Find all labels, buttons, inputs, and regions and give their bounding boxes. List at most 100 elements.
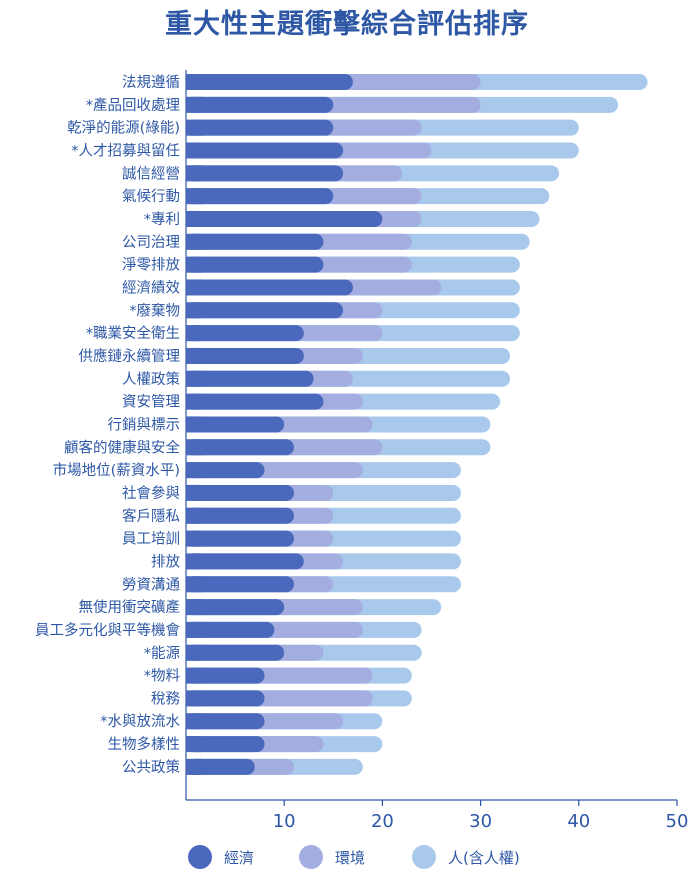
bar-segment-economy [186, 279, 353, 296]
bar-segment-economy [186, 576, 295, 593]
category-label: 顧客的健康與安全 [64, 438, 180, 456]
bar-segment-economy [186, 302, 344, 319]
bar-segment-edge [186, 325, 202, 342]
bar-segment-edge [186, 667, 202, 684]
bar-segment-economy [186, 119, 334, 136]
bar-segment-economy [186, 142, 344, 159]
bar-segment-economy [186, 553, 304, 570]
category-label: 公共政策 [122, 759, 180, 776]
category-label: 稅務 [151, 690, 180, 707]
category-label: 供應鏈永續管理 [79, 347, 181, 365]
x-tick-label: 10 [273, 811, 296, 832]
category-label: *廢棄物 [129, 301, 180, 319]
category-label: 排放 [151, 553, 180, 570]
category-label: 勞資溝通 [122, 576, 180, 593]
bar-segment-edge [186, 507, 202, 524]
bar-segment-edge [186, 165, 202, 182]
bar-segment-edge [186, 439, 202, 456]
bar-segment-economy [186, 644, 285, 661]
category-label: *人才招募與留任 [71, 142, 180, 159]
category-label: 淨零排放 [122, 257, 180, 274]
category-label: 生物多樣性 [108, 736, 181, 753]
bar-segment-economy [186, 416, 285, 433]
category-label: 人權政策 [122, 371, 180, 388]
bar-segment-economy [186, 599, 285, 616]
bar-segment-edge [186, 302, 202, 319]
bar-segment-economy [186, 165, 344, 182]
bar-segment-economy [186, 439, 295, 456]
bar-segment-economy [186, 188, 334, 205]
category-label: *水與放流水 [100, 713, 180, 730]
category-label: 市場地位(薪資水平) [53, 462, 180, 479]
legend-label-environment: 環境 [335, 848, 366, 867]
legend-item-economy: 經濟 [188, 843, 254, 871]
category-label: 乾淨的能源(綠能) [67, 120, 180, 137]
bar-segment-edge [186, 713, 202, 730]
category-label: *職業安全衛生 [86, 324, 180, 342]
bar-segment-edge [186, 758, 202, 775]
bar-segment-edge [186, 644, 202, 661]
bar-segment-economy [186, 621, 275, 638]
x-tick-label: 20 [371, 811, 394, 832]
bar-segment-edge [186, 96, 202, 113]
bar-segment-edge [186, 256, 202, 273]
bar-segment-edge [186, 690, 202, 707]
bar-segment-edge [186, 370, 202, 387]
x-tick-label: 40 [567, 811, 590, 832]
legend-item-environment: 環境 [299, 843, 365, 871]
category-label: *產品回收處理 [86, 97, 181, 114]
category-label: 客戶隱私 [122, 508, 180, 525]
category-label: 資安管理 [122, 394, 180, 411]
bar-segment-edge [186, 484, 202, 501]
bar-segment-economy [186, 713, 265, 730]
bar-segment-edge [186, 621, 202, 638]
bar-segment-edge [186, 576, 202, 593]
bar-segment-edge [186, 347, 202, 364]
category-label: 社會參與 [122, 485, 180, 502]
legend-label-people: 人(含人權) [448, 848, 520, 867]
bar-segment-economy [186, 530, 295, 547]
bar-segment-edge [186, 553, 202, 570]
category-label: 經濟績效 [122, 279, 180, 296]
x-tick-label: 50 [666, 811, 689, 832]
bar-segment-edge [186, 74, 202, 90]
bar-segment-edge [186, 393, 202, 410]
bar-segment-edge [186, 142, 202, 159]
bar-segment-edge [186, 599, 202, 616]
bar-segment-edge [186, 462, 202, 479]
bar-segment-economy [186, 393, 324, 410]
x-tick-label: 30 [469, 811, 492, 832]
bar-segment-economy [186, 667, 265, 684]
bar-segment-edge [186, 736, 202, 753]
bar-segment-economy [186, 690, 265, 707]
bar-segment-economy [186, 347, 304, 364]
category-label: 員工多元化與平等機會 [35, 621, 180, 639]
bar-segment-economy [186, 758, 255, 775]
legend-label-economy: 經濟 [224, 848, 255, 867]
bar-segment-economy [186, 74, 353, 90]
bar-segment-edge [186, 416, 202, 433]
legend-item-people: 人(含人權) [412, 843, 520, 871]
chart-title: 重大性主題衝擊綜合評估排序 [165, 9, 529, 40]
bar-segment-edge [186, 188, 202, 205]
category-label: 行銷與標示 [108, 416, 181, 433]
category-label: 公司治理 [122, 234, 180, 251]
bar-segment-edge [186, 530, 202, 547]
bar-segment-edge [186, 233, 202, 250]
category-label: 無使用衝突礦產 [79, 599, 181, 616]
bar-segment-economy [186, 233, 324, 250]
bar-segment-economy [186, 462, 265, 479]
chart-legend: 經濟 環境 人(含人權) [0, 843, 694, 873]
legend-swatch-environment [299, 845, 323, 869]
category-label: *物料 [144, 668, 180, 685]
bar-segment-economy [186, 210, 383, 227]
bar-segment-economy [186, 736, 265, 753]
legend-swatch-people [412, 845, 436, 869]
bar-segment-edge [186, 279, 202, 296]
category-label: 氣候行動 [122, 188, 180, 205]
category-label: 誠信經營 [122, 165, 180, 182]
category-label: 法規遵循 [122, 74, 180, 91]
bar-segment-economy [186, 256, 324, 273]
bar-segment-economy [186, 484, 295, 501]
category-label: 員工培訓 [122, 531, 180, 548]
